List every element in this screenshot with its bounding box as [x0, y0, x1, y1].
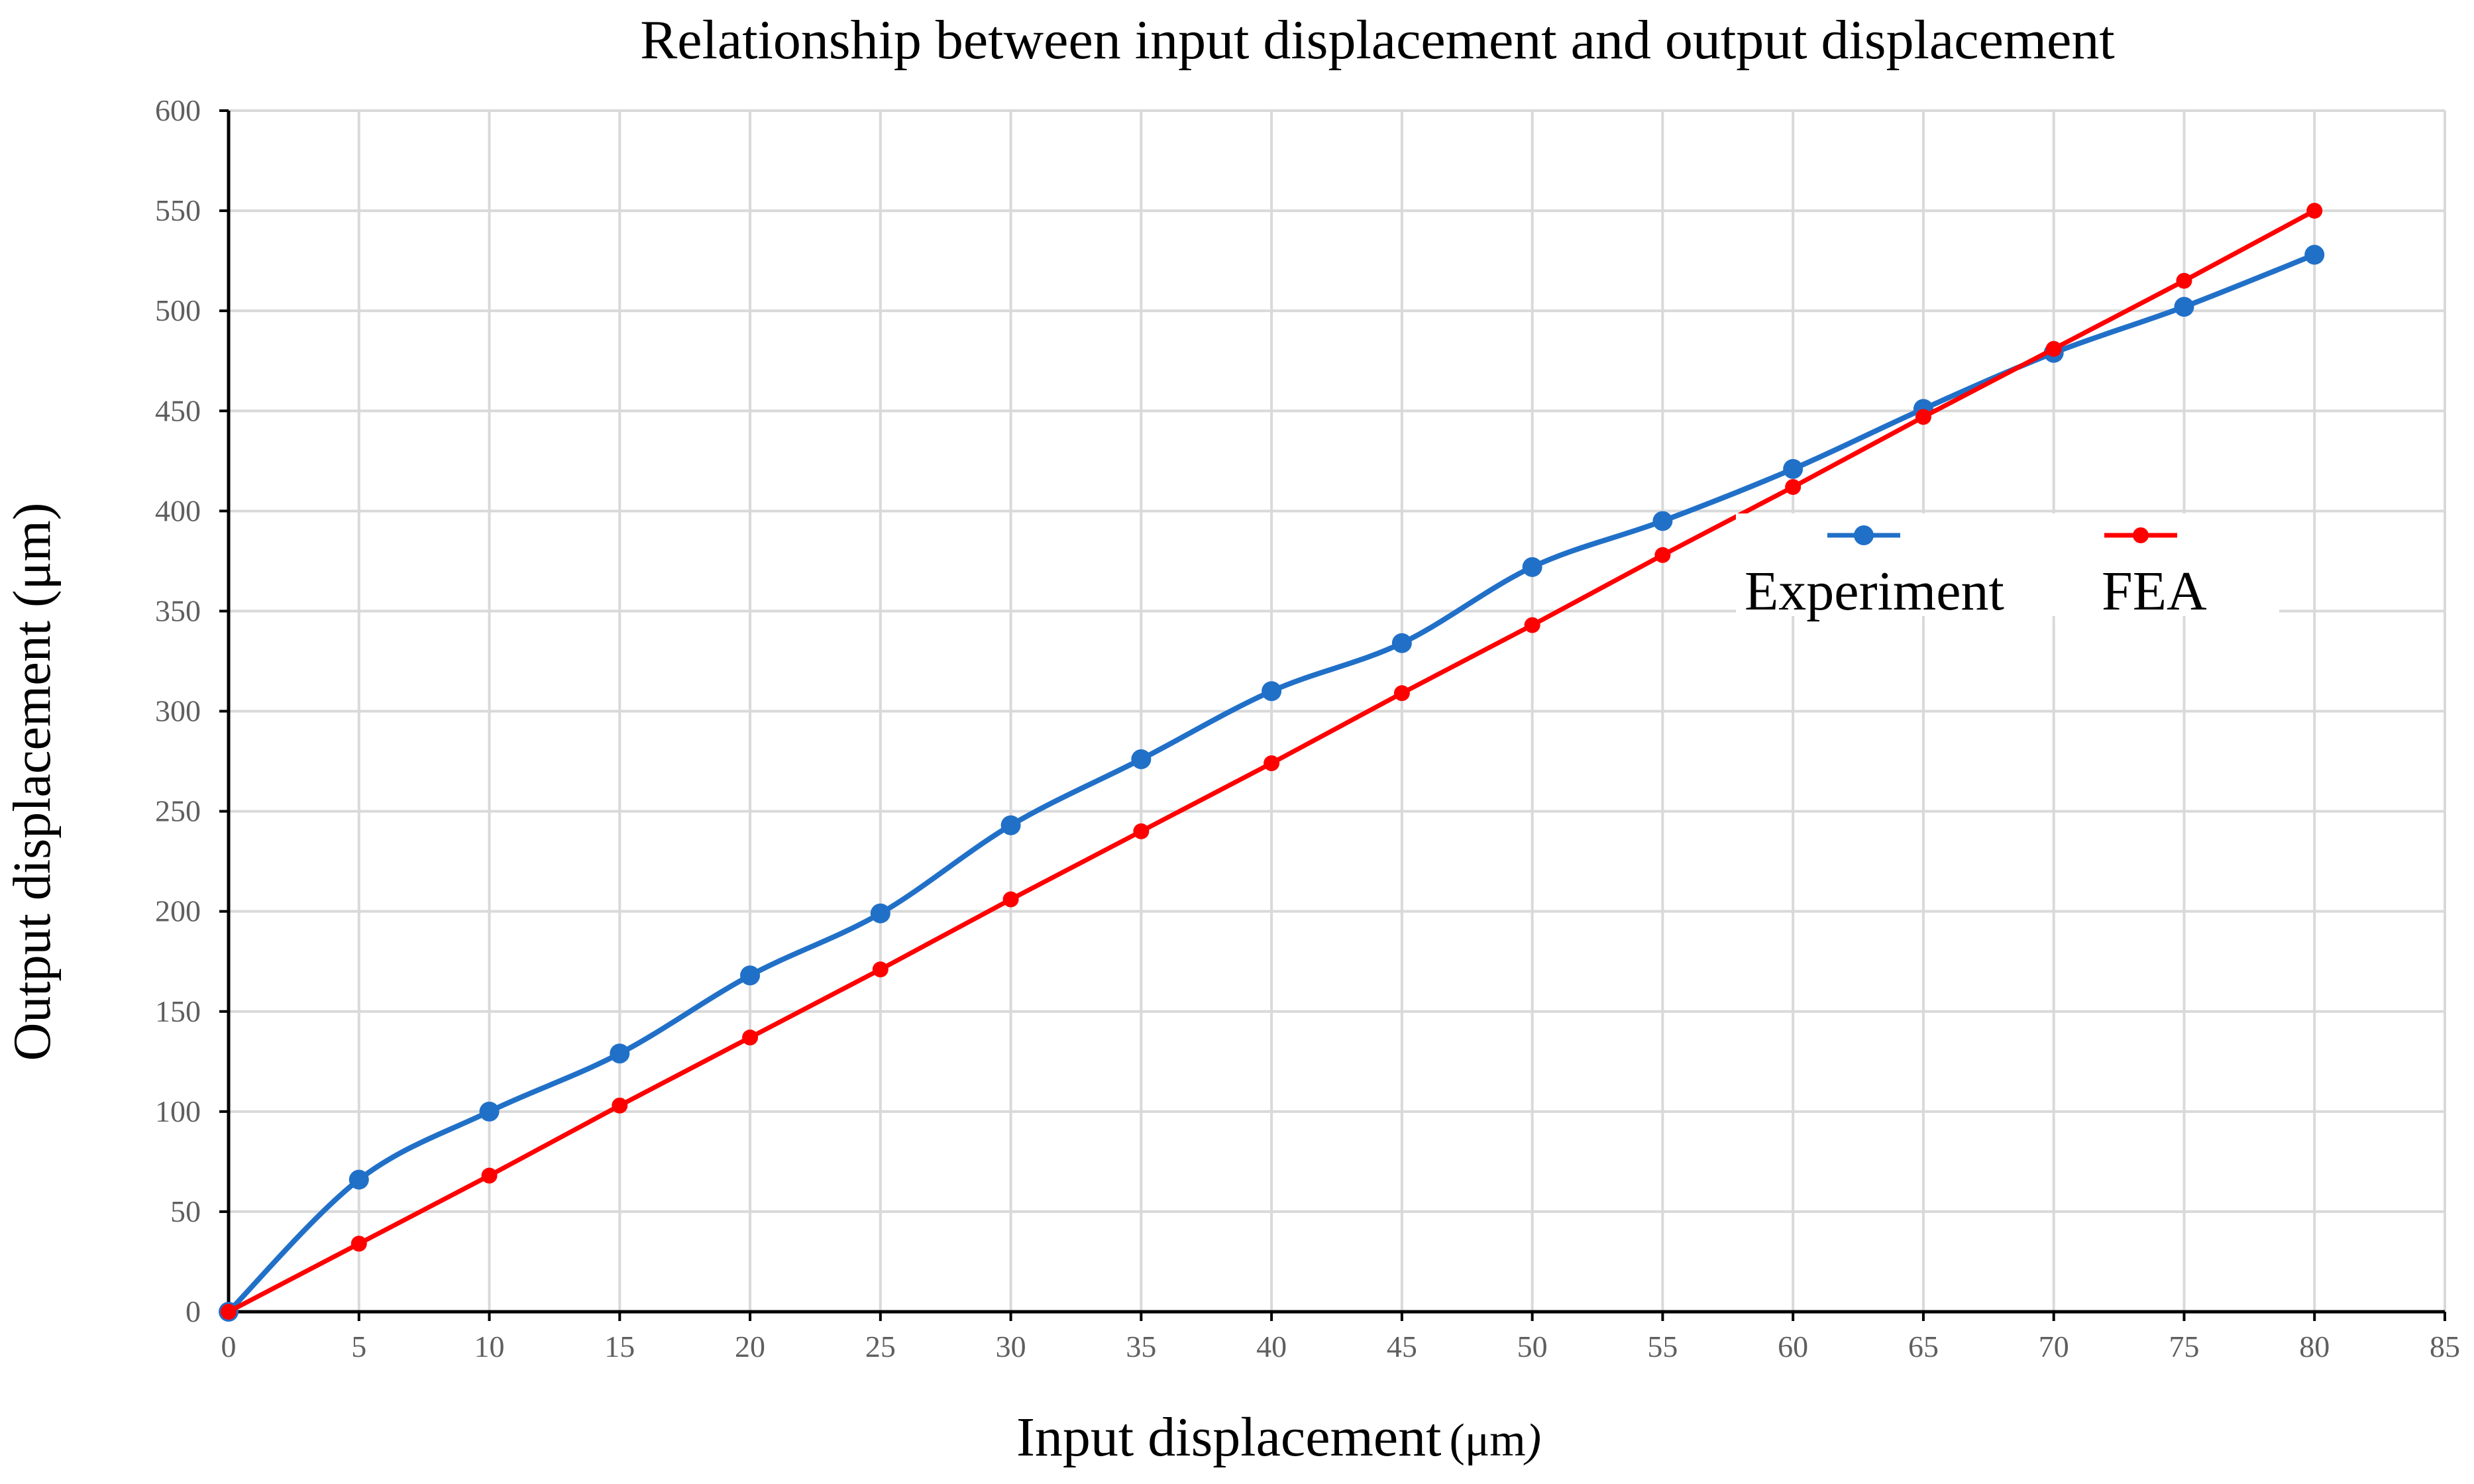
legend: Experiment FEA [1736, 513, 2279, 622]
y-tick-label: 350 [155, 594, 201, 627]
y-tick-label: 200 [155, 894, 201, 928]
y-tick-label: 50 [170, 1194, 201, 1228]
data-point-experiment [2304, 244, 2325, 265]
y-tick-label: 450 [155, 394, 201, 427]
data-point-fea [2045, 341, 2062, 357]
data-point-fea [1393, 685, 1410, 702]
data-point-fea [1002, 891, 1019, 908]
x-tick-label: 20 [735, 1330, 765, 1363]
x-tick-label: 75 [2169, 1330, 2199, 1363]
y-tick-label: 0 [186, 1295, 201, 1328]
y-tick-label: 400 [155, 494, 201, 527]
grid-lines [229, 109, 2446, 1312]
legend-label-experiment: Experiment [1745, 560, 2004, 622]
x-tick-label: 60 [1778, 1330, 1808, 1363]
x-tick-label: 0 [221, 1330, 237, 1363]
data-point-fea [221, 1304, 237, 1320]
data-point-experiment [479, 1101, 500, 1122]
x-tick-label: 15 [604, 1330, 635, 1363]
data-point-fea [612, 1097, 628, 1114]
data-point-fea [1915, 409, 1931, 425]
y-tick-label: 250 [155, 794, 201, 828]
data-point-experiment [1131, 749, 1152, 770]
legend-background [1736, 513, 2279, 616]
axes [219, 109, 2446, 1321]
y-tick-label: 500 [155, 293, 201, 327]
x-tick-label: 35 [1126, 1330, 1156, 1363]
legend-marker-experiment [1854, 525, 1874, 545]
y-tick-label: 600 [155, 93, 201, 127]
data-point-fea [872, 961, 888, 978]
x-tick-labels: 0 5 10 15 20 25 30 35 40 45 50 55 60 65 70 75 80 85 [221, 1330, 2461, 1363]
x-tick-label: 40 [1256, 1330, 1287, 1363]
y-tick-label: 550 [155, 193, 201, 227]
y-tick-label: 100 [155, 1094, 201, 1128]
x-axis-label-unit-close: ) [1523, 1415, 1541, 1466]
data-point-experiment [349, 1169, 369, 1190]
x-axis-label-unit: (μm [1449, 1415, 1525, 1466]
x-tick-label: 45 [1387, 1330, 1417, 1363]
data-point-experiment [610, 1043, 630, 1064]
x-axis-label-text: Input displacement [1016, 1406, 1441, 1468]
y-tick-labels: 0 50 100 150 200 250 300 350 400 450 500 550 600 [155, 93, 201, 1328]
x-tick-label: 50 [1517, 1330, 1548, 1363]
x-tick-label: 85 [2430, 1330, 2460, 1363]
data-point-fea [1654, 547, 1671, 563]
data-point-experiment [1391, 633, 1412, 653]
data-point-fea [1133, 823, 1150, 839]
chart-title: Relationship between input displacement … [640, 9, 2114, 71]
x-axis-label: Input displacement (μm) [1016, 1406, 1541, 1468]
data-point-experiment [2174, 297, 2194, 317]
series-group [219, 203, 2325, 1322]
data-point-experiment [1000, 815, 1021, 835]
x-tick-label: 55 [1647, 1330, 1678, 1363]
data-point-fea [2176, 272, 2192, 289]
x-tick-label: 80 [2299, 1330, 2330, 1363]
y-axis-label: Output displacement (μm) [3, 503, 62, 1061]
data-point-experiment [740, 965, 761, 986]
data-point-fea [350, 1236, 367, 1252]
data-point-experiment [1783, 458, 1803, 479]
x-tick-label: 65 [1908, 1330, 1939, 1363]
data-point-fea [1785, 479, 1802, 496]
data-point-experiment [1522, 556, 1542, 577]
legend-label-fea: FEA [2102, 560, 2207, 622]
data-point-fea [1524, 617, 1540, 633]
data-point-experiment [1262, 681, 1282, 702]
data-point-fea [742, 1030, 759, 1046]
data-point-fea [2306, 203, 2323, 219]
x-tick-label: 70 [2039, 1330, 2069, 1363]
data-point-fea [1264, 755, 1280, 772]
y-tick-label: 300 [155, 694, 201, 728]
series-fea [221, 203, 2323, 1320]
x-tick-label: 10 [474, 1330, 505, 1363]
data-point-fea [481, 1167, 498, 1184]
legend-marker-fea [2133, 527, 2149, 543]
x-tick-label: 5 [351, 1330, 366, 1363]
series-experiment [219, 244, 2325, 1322]
data-point-experiment [870, 903, 890, 924]
y-tick-label: 150 [155, 994, 201, 1028]
x-tick-label: 30 [996, 1330, 1026, 1363]
x-tick-label: 25 [865, 1330, 896, 1363]
data-point-experiment [1652, 511, 1673, 531]
